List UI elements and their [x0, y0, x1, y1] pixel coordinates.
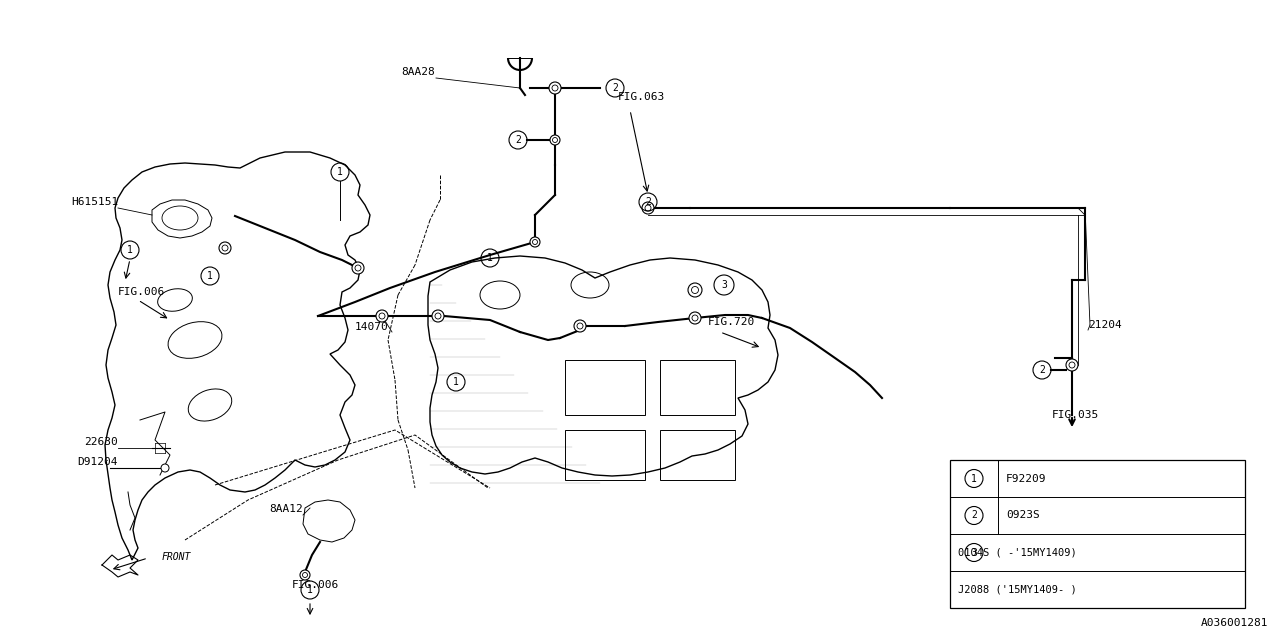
Text: 3: 3 — [721, 280, 727, 290]
Circle shape — [300, 570, 310, 580]
Bar — [660, 430, 735, 480]
Text: 1: 1 — [488, 253, 493, 263]
Text: FRONT: FRONT — [163, 552, 192, 562]
Text: FIG.720: FIG.720 — [708, 317, 755, 327]
Text: J2088 ('15MY1409- ): J2088 ('15MY1409- ) — [957, 584, 1076, 595]
Text: FIG.006: FIG.006 — [118, 287, 165, 297]
Text: 1: 1 — [307, 585, 312, 595]
Bar — [564, 430, 645, 480]
Text: 1: 1 — [972, 474, 977, 483]
Text: 2: 2 — [1039, 365, 1044, 375]
Text: 2: 2 — [612, 83, 618, 93]
Text: D91204: D91204 — [78, 457, 118, 467]
Text: 8AA28: 8AA28 — [401, 67, 435, 77]
Text: 1: 1 — [453, 377, 460, 387]
Circle shape — [161, 464, 169, 472]
Text: FIG.006: FIG.006 — [292, 580, 339, 590]
Circle shape — [433, 310, 444, 322]
Circle shape — [643, 202, 654, 214]
Circle shape — [550, 135, 561, 145]
Text: FIG.063: FIG.063 — [618, 92, 666, 102]
Text: 1: 1 — [127, 245, 133, 255]
Text: 2: 2 — [645, 197, 652, 207]
Circle shape — [689, 312, 701, 324]
Text: 0923S: 0923S — [1006, 511, 1039, 520]
Text: 0104S ( -'15MY1409): 0104S ( -'15MY1409) — [957, 547, 1076, 557]
Text: H615151: H615151 — [70, 197, 118, 207]
Circle shape — [376, 310, 388, 322]
Text: 3: 3 — [972, 547, 977, 557]
Circle shape — [219, 242, 230, 254]
Circle shape — [1066, 359, 1078, 371]
Circle shape — [352, 262, 364, 274]
Text: 1: 1 — [207, 271, 212, 281]
Text: FIG.035: FIG.035 — [1052, 410, 1100, 420]
Text: 2: 2 — [972, 511, 977, 520]
Text: A036001281: A036001281 — [1201, 618, 1268, 628]
Circle shape — [573, 320, 586, 332]
Text: 22630: 22630 — [84, 437, 118, 447]
Bar — [564, 360, 645, 415]
Text: 21204: 21204 — [1088, 320, 1121, 330]
Circle shape — [549, 82, 561, 94]
Circle shape — [689, 283, 701, 297]
Text: 2: 2 — [515, 135, 521, 145]
Text: 8AA12: 8AA12 — [269, 504, 303, 514]
Text: 14070: 14070 — [355, 322, 388, 332]
Circle shape — [530, 237, 540, 247]
Text: 1: 1 — [337, 167, 343, 177]
Bar — [950, 460, 1245, 608]
Bar — [660, 360, 735, 415]
Text: F92209: F92209 — [1006, 474, 1047, 483]
